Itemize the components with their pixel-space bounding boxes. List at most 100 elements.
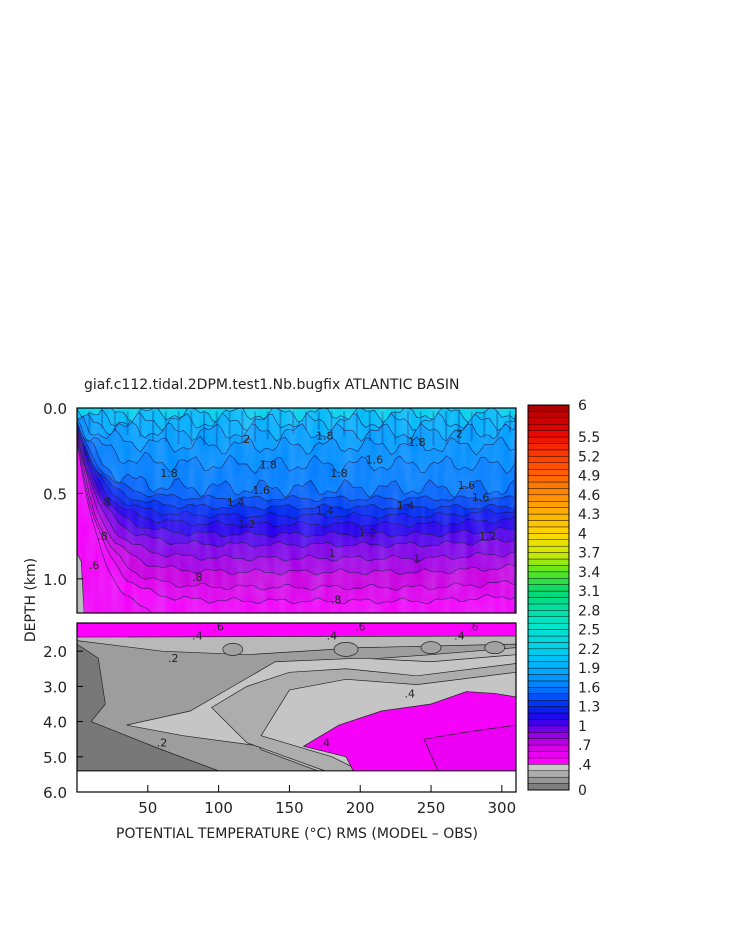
contour-label: 1.4 bbox=[316, 505, 334, 518]
y-tick-label: 4.0 bbox=[43, 714, 67, 732]
contour-label: .2 bbox=[168, 652, 179, 665]
lower-band-magenta-inner bbox=[423, 724, 516, 772]
colorbar-swatch bbox=[527, 552, 570, 560]
y-axis-label: DEPTH (km) bbox=[23, 558, 39, 642]
contour-label: .2 bbox=[157, 737, 168, 750]
upper-contour-labels: 2 1.81.821.81.81.81.61.6 1.61.61.41.4 1.41.… bbox=[89, 428, 497, 607]
contour-label: 1.2 bbox=[359, 527, 377, 540]
colorbar-swatch bbox=[527, 764, 570, 771]
colorbar-swatch bbox=[527, 411, 570, 419]
colorbar-swatch bbox=[527, 719, 570, 727]
colorbar-swatch bbox=[527, 501, 570, 508]
colorbar-tick-label: .7 bbox=[578, 738, 591, 754]
contour-label: .8 bbox=[331, 593, 342, 606]
colorbar-swatch bbox=[527, 635, 570, 643]
colorbar-swatch bbox=[527, 770, 570, 778]
colorbar-swatch bbox=[527, 513, 570, 521]
colorbar-tick-label: 5.5 bbox=[578, 430, 600, 446]
colorbar-swatch bbox=[527, 712, 570, 720]
colorbar-swatch bbox=[527, 449, 570, 457]
colorbar-tick-label: .4 bbox=[578, 757, 591, 773]
contour-label: .8 bbox=[192, 571, 203, 584]
colorbar-swatch bbox=[527, 526, 570, 534]
contour-label: 1 bbox=[328, 547, 335, 560]
colorbar-swatch bbox=[527, 616, 570, 624]
colorbar-swatch bbox=[527, 404, 570, 412]
colorbar-swatch bbox=[527, 776, 570, 784]
contour-label: 1.6 bbox=[458, 479, 476, 492]
colorbar-swatch bbox=[527, 706, 570, 714]
colorbar-tick-label: 6 bbox=[578, 398, 587, 414]
colorbar-swatch bbox=[527, 783, 570, 791]
contour-label: 1.6 bbox=[366, 453, 384, 466]
chart-title: giaf.c112.tidal.2DPM.test1.Nb.bugfix ATL… bbox=[84, 377, 459, 393]
colorbar-swatch bbox=[527, 565, 570, 573]
colorbar-swatch bbox=[527, 674, 570, 682]
colorbar-swatch bbox=[527, 520, 570, 528]
contour-label: 2 bbox=[243, 433, 250, 446]
colorbar-swatch bbox=[527, 622, 570, 630]
contour-label: 1.6 bbox=[252, 484, 270, 497]
colorbar-tick-label: 1.9 bbox=[578, 661, 600, 677]
colorbar-swatch bbox=[527, 468, 570, 476]
upper-y-axis: 0.0 0.5 1.0 bbox=[43, 400, 83, 589]
colorbar-swatch bbox=[527, 751, 570, 759]
colorbar-swatch bbox=[527, 417, 570, 425]
colorbar-frame bbox=[527, 404, 570, 791]
contour-label: 1.8 bbox=[316, 429, 334, 442]
contour-label: 2 bbox=[456, 428, 463, 441]
colorbar-tick-label: 0 bbox=[578, 783, 587, 799]
colorbar-swatch bbox=[527, 725, 570, 733]
y-tick-label: 1.0 bbox=[43, 571, 67, 589]
colorbar-swatch bbox=[527, 699, 570, 707]
contour-label: 1.4 bbox=[227, 496, 245, 509]
x-tick-label: 300 bbox=[488, 799, 517, 817]
x-tick-label: 250 bbox=[417, 799, 446, 817]
colorbar-tick-label: 4.6 bbox=[578, 488, 600, 504]
contour-label: .4 bbox=[405, 687, 416, 700]
y-tick-label: 2.0 bbox=[43, 643, 67, 661]
colorbar-swatch bbox=[527, 584, 570, 592]
contour-label: .6 bbox=[213, 621, 224, 634]
contour-label: .4 bbox=[327, 629, 338, 642]
contour-label: .4 bbox=[192, 629, 203, 642]
contour-label: .8 bbox=[100, 496, 111, 509]
contour-label: 1.6 bbox=[472, 491, 490, 504]
lower-no-data bbox=[77, 770, 516, 792]
x-tick-label: 150 bbox=[275, 799, 304, 817]
contour-label: .8 bbox=[97, 530, 108, 543]
x-axis: 50 100 150 200 250 300 bbox=[138, 785, 516, 817]
colorbar-swatch bbox=[527, 539, 570, 547]
colorbar-tick-label: 1.6 bbox=[578, 680, 600, 696]
colorbar-swatch bbox=[527, 462, 570, 470]
colorbar-tick-label: 2.2 bbox=[578, 642, 600, 658]
colorbar-swatch bbox=[527, 597, 570, 605]
colorbar-swatch bbox=[527, 571, 570, 579]
colorbar-swatch bbox=[527, 443, 570, 451]
lower-top-strip-2 bbox=[77, 623, 516, 638]
y-tick-label: 0.0 bbox=[43, 400, 67, 418]
colorbar-tick-label: 1.3 bbox=[578, 700, 600, 716]
colorbar-swatch bbox=[527, 738, 570, 746]
lower-panel: .6.6.6.4.4.4.2.2.4.4 2.03.04.05.06.0 50 1… bbox=[43, 621, 517, 817]
colorbar-swatch bbox=[527, 757, 570, 765]
colorbar-swatch bbox=[527, 578, 570, 585]
x-tick-label: 100 bbox=[204, 799, 233, 817]
contour-label: 1.8 bbox=[330, 467, 348, 480]
y-tick-label: 5.0 bbox=[43, 749, 67, 767]
colorbar-swatch bbox=[527, 732, 570, 739]
y-tick-label: 0.5 bbox=[43, 485, 67, 503]
lower-island-0 bbox=[222, 643, 244, 656]
contour-label: 1.2 bbox=[479, 530, 497, 543]
upper-panel: 2 1.81.821.81.81.81.61.6 1.61.61.41.4 1.41.… bbox=[43, 400, 517, 614]
colorbar-tick-label: 5.2 bbox=[578, 449, 600, 465]
colorbar: 0 .4 .7 1 1.3 1.6 1.9 2.2 2.5 2.8 3.1 3.4 3.7 4 4.3 4.6… bbox=[527, 398, 600, 799]
lower-island-2 bbox=[420, 641, 442, 654]
colorbar-swatch bbox=[527, 545, 570, 553]
colorbar-tick-label: 4 bbox=[578, 526, 587, 542]
contour-label: .4 bbox=[454, 629, 465, 642]
lower-island-3 bbox=[484, 641, 506, 654]
colorbar-swatch bbox=[527, 436, 570, 444]
contour-label: 1.2 bbox=[238, 518, 256, 531]
